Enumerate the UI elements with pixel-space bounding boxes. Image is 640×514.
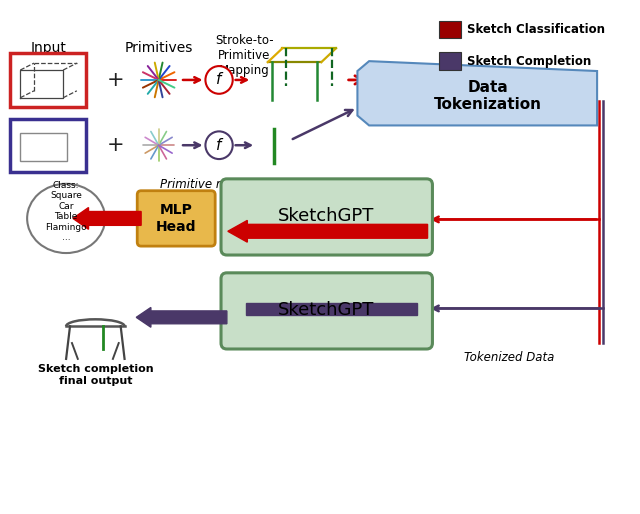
Bar: [246, 303, 417, 316]
FancyBboxPatch shape: [10, 119, 86, 172]
Text: f: f: [216, 138, 221, 153]
Text: Sketch Completion: Sketch Completion: [467, 54, 591, 68]
FancyBboxPatch shape: [221, 179, 433, 255]
Text: f: f: [216, 72, 221, 87]
Text: Class:
Square
Car
Table
Flamingo
...: Class: Square Car Table Flamingo ...: [45, 181, 87, 242]
Text: Tokenized Data: Tokenized Data: [464, 352, 555, 364]
Bar: [439, 52, 461, 70]
Text: Primitive representation: Primitive representation: [160, 178, 303, 191]
Bar: [20, 133, 67, 161]
FancyBboxPatch shape: [221, 273, 433, 349]
Text: Sketch Classification: Sketch Classification: [467, 23, 605, 36]
Circle shape: [205, 132, 233, 159]
FancyBboxPatch shape: [10, 53, 86, 106]
Text: +: +: [107, 135, 125, 155]
FancyBboxPatch shape: [137, 191, 215, 246]
Polygon shape: [357, 61, 597, 125]
Text: Input: Input: [31, 41, 67, 56]
Text: Primitives: Primitives: [124, 41, 193, 56]
FancyArrow shape: [136, 307, 227, 327]
Text: Stroke-to-
Primitive
Mapping: Stroke-to- Primitive Mapping: [215, 34, 274, 78]
Text: SketchGPT: SketchGPT: [278, 208, 374, 226]
FancyArrow shape: [228, 221, 428, 242]
FancyArrow shape: [73, 208, 141, 229]
Text: SketchGPT: SketchGPT: [278, 301, 374, 319]
Text: +: +: [107, 70, 125, 90]
Circle shape: [205, 66, 233, 94]
Text: Data
Tokenization: Data Tokenization: [434, 80, 542, 112]
Text: Sketch completion
final output: Sketch completion final output: [38, 364, 153, 386]
Ellipse shape: [27, 184, 105, 253]
Bar: [439, 21, 461, 39]
Text: MLP
Head: MLP Head: [156, 204, 196, 233]
